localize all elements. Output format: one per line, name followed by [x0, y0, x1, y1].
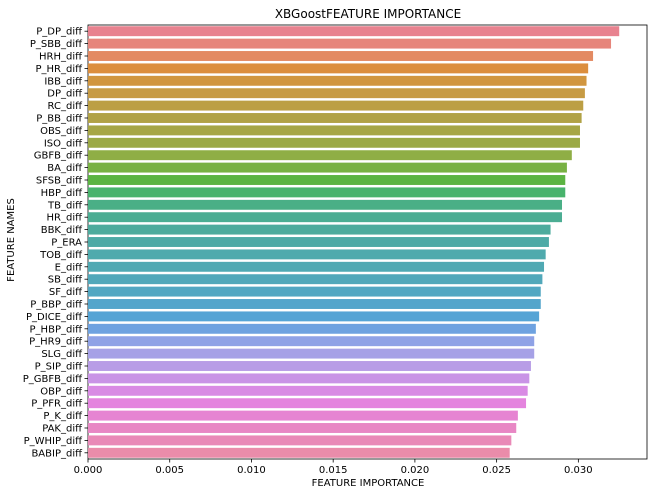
bar-babip-diff [88, 447, 510, 458]
x-tick-label: 0.010 [237, 465, 266, 476]
bar-p-bb-diff [88, 113, 582, 123]
bar-p-sip-diff [88, 361, 531, 371]
y-tick-label: OBS_diff [40, 126, 83, 137]
y-tick-label: PAK_diff [42, 424, 83, 435]
x-tick-label: 0.015 [319, 465, 348, 476]
y-tick-label: E_diff [55, 262, 83, 273]
bar-sf-diff [88, 286, 541, 297]
chart-title: XBGoostFEATURE IMPORTANCE [275, 7, 461, 21]
x-tick-label: 0.020 [401, 465, 430, 476]
y-tick-label: DP_diff [47, 89, 83, 100]
bar-p-hbp-diff [88, 323, 536, 334]
bar-p-era [88, 237, 549, 247]
y-tick-label: P_HR9_diff [29, 337, 83, 348]
y-tick-label: BA_diff [47, 163, 83, 174]
bar-gbfb-diff [88, 150, 572, 161]
bar-dp-diff [88, 88, 585, 99]
y-tick-label: ISO_diff [44, 138, 83, 149]
bar-ba-diff [88, 162, 567, 173]
bar-hr-diff [88, 212, 563, 223]
x-ticks-layer: 0.000 0.005 0.010 0.015 0.020 0.025 0.030 [74, 459, 593, 476]
y-tick-label: TOB_diff [39, 250, 83, 261]
x-tick-label: 0.005 [155, 465, 184, 476]
y-tick-label: SF_diff [49, 287, 83, 298]
bar-obs-diff [88, 125, 580, 136]
y-tick-label: P_ERA [51, 238, 82, 249]
bar-iso-diff [88, 137, 580, 148]
bar-e-diff [88, 261, 545, 272]
y-tick-label: HR_diff [47, 213, 84, 224]
y-tick-label: P_WHIP_diff [24, 436, 84, 447]
bar-p-sbb-diff [88, 38, 612, 49]
y-tick-label: IBB_diff [44, 76, 83, 87]
y-tick-label: P_PFR_diff [31, 399, 83, 410]
y-tick-label: HBP_diff [41, 188, 84, 199]
bar-p-whip-diff [88, 435, 512, 446]
bar-obp-diff [88, 385, 528, 396]
y-tick-label: HRH_diff [39, 52, 83, 63]
bar-p-pfr-diff [88, 398, 527, 409]
y-tick-label: P_BBP_diff [30, 300, 83, 311]
y-tick-label: P_BB_diff [36, 114, 83, 125]
bar-slg-diff [88, 348, 535, 359]
y-tick-label: P_SBB_diff [30, 39, 83, 50]
y-tick-label: OBP_diff [40, 386, 83, 397]
x-axis-title: FEATURE IMPORTANCE [312, 478, 425, 489]
bar-hrh-diff [88, 51, 594, 61]
x-tick-label: 0.030 [564, 465, 593, 476]
y-tick-label: P_SIP_diff [35, 362, 83, 373]
y-tick-label: P_HBP_diff [30, 324, 84, 335]
bar-ibb-diff [88, 75, 587, 86]
y-tick-label: P_K_diff [43, 411, 83, 422]
y-tick-label: P_HR_diff [35, 64, 83, 75]
y-tick-label: P_DICE_diff [26, 312, 83, 323]
y-tick-label: SB_diff [48, 275, 83, 286]
y-tick-label: RC_diff [48, 101, 84, 112]
y-tick-label: BABIP_diff [31, 448, 83, 459]
bar-bbk-diff [88, 224, 551, 235]
bar-p-bbp-diff [88, 299, 541, 309]
y-tick-label: SLG_diff [41, 349, 83, 360]
bar-tob-diff [88, 249, 546, 260]
y-tick-label: P_GBFB_diff [23, 374, 83, 385]
bar-pak-diff [88, 423, 517, 433]
bar-p-hr9-diff [88, 336, 535, 347]
y-tick-label: P_DP_diff [36, 27, 83, 38]
y-axis-title: FEATURE NAMES [6, 198, 17, 282]
x-tick-label: 0.000 [74, 465, 103, 476]
bar-tb-diff [88, 199, 563, 210]
bar-rc-diff [88, 100, 584, 111]
bars-layer [88, 26, 620, 458]
bar-sfsb-diff [88, 175, 566, 185]
y-tick-label: SFSB_diff [36, 176, 83, 187]
y-tick-label: BBK_diff [41, 225, 83, 236]
bar-p-dp-diff [88, 26, 620, 37]
bar-sb-diff [88, 274, 543, 285]
x-tick-label: 0.025 [482, 465, 511, 476]
bar-p-k-diff [88, 410, 518, 421]
bar-p-gbfb-diff [88, 373, 530, 384]
bar-p-hr-diff [88, 63, 589, 74]
bar-hbp-diff [88, 187, 566, 198]
y-tick-label: GBFB_diff [34, 151, 83, 162]
y-tick-label: TB_diff [47, 200, 83, 211]
bar-p-dice-diff [88, 311, 540, 322]
